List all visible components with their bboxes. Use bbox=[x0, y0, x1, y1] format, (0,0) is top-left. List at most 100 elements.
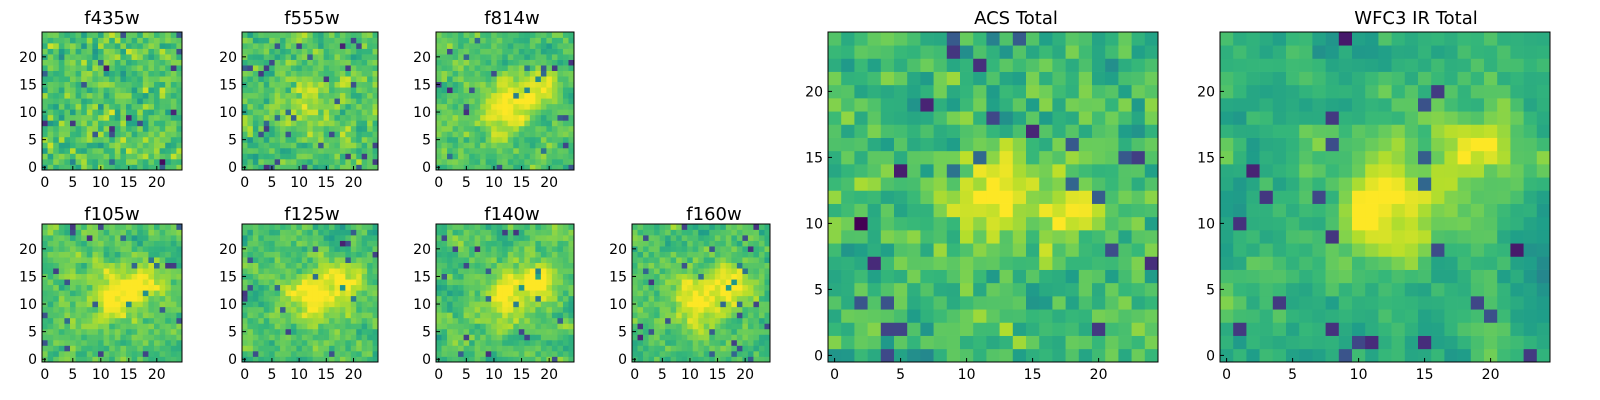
heatmap-cell bbox=[436, 37, 442, 44]
heatmap-cell bbox=[58, 257, 65, 263]
heatmap-cell bbox=[742, 235, 749, 241]
heatmap-cell bbox=[258, 109, 265, 116]
heatmap-cell bbox=[290, 147, 297, 154]
heatmap-cell bbox=[568, 301, 575, 308]
heatmap-cell bbox=[131, 295, 138, 302]
heatmap-cell bbox=[854, 322, 868, 336]
heatmap-cell bbox=[109, 92, 116, 99]
heatmap-cell bbox=[986, 150, 1000, 165]
heatmap-cell bbox=[252, 103, 259, 110]
heatmap-cell bbox=[557, 120, 564, 127]
heatmap-cell bbox=[109, 136, 116, 143]
heatmap-cell bbox=[159, 32, 166, 38]
heatmap-cell bbox=[372, 312, 379, 319]
heatmap-cell bbox=[350, 246, 357, 252]
heatmap-cell bbox=[764, 334, 771, 341]
heatmap-cell bbox=[676, 356, 683, 363]
heatmap-cell bbox=[285, 262, 292, 269]
heatmap-cell bbox=[568, 235, 575, 241]
heatmap-cell bbox=[469, 268, 475, 275]
heatmap-cell bbox=[323, 136, 330, 143]
heatmap-cell bbox=[703, 235, 710, 241]
heatmap-cell bbox=[507, 334, 514, 341]
heatmap-cell bbox=[258, 339, 265, 346]
heatmap-cell bbox=[75, 224, 82, 230]
heatmap-cell bbox=[98, 323, 104, 330]
heatmap-cell bbox=[258, 103, 265, 110]
heatmap-cell bbox=[176, 257, 183, 263]
heatmap-cell bbox=[318, 229, 324, 236]
heatmap-cell bbox=[654, 273, 660, 280]
heatmap-cell bbox=[312, 87, 319, 94]
heatmap-cell bbox=[907, 124, 921, 138]
heatmap-cell bbox=[474, 70, 481, 77]
heatmap-cell bbox=[676, 312, 683, 319]
heatmap-cell bbox=[312, 125, 319, 132]
heatmap-cell bbox=[252, 356, 259, 363]
heatmap-cell bbox=[242, 262, 248, 269]
heatmap-cell bbox=[269, 295, 275, 302]
heatmap-cell bbox=[960, 256, 974, 270]
heatmap-cell bbox=[64, 120, 71, 127]
x-tick-label: 0 bbox=[40, 175, 49, 191]
heatmap-cell bbox=[562, 158, 569, 165]
heatmap-cell bbox=[170, 246, 177, 252]
y-tick-label: 20 bbox=[19, 242, 37, 258]
heatmap-cell bbox=[318, 273, 324, 280]
heatmap-cell bbox=[137, 273, 144, 280]
heatmap-cell bbox=[269, 81, 275, 88]
heatmap-cell bbox=[334, 229, 341, 236]
heatmap-cell bbox=[75, 142, 82, 149]
heatmap-cell bbox=[242, 147, 248, 154]
heatmap-cell bbox=[329, 120, 335, 127]
heatmap-cell bbox=[676, 295, 683, 302]
heatmap-cell bbox=[114, 158, 121, 165]
heatmap-cell bbox=[703, 345, 710, 352]
heatmap-cell bbox=[436, 350, 442, 357]
heatmap-cell bbox=[53, 136, 60, 143]
heatmap-cell bbox=[524, 323, 531, 330]
heatmap-cell bbox=[764, 262, 771, 269]
heatmap-cell bbox=[529, 229, 536, 236]
heatmap-cell bbox=[546, 120, 553, 127]
heatmap-cell bbox=[350, 37, 357, 44]
heatmap-cell bbox=[356, 279, 363, 286]
heatmap-cell bbox=[290, 65, 297, 71]
heatmap-cell bbox=[753, 350, 760, 357]
heatmap-cell bbox=[436, 131, 442, 138]
heatmap-cell bbox=[540, 103, 547, 110]
heatmap-cell bbox=[758, 306, 765, 313]
heatmap-cell bbox=[142, 87, 149, 94]
heatmap-cell bbox=[841, 216, 855, 231]
heatmap-cell bbox=[731, 323, 738, 330]
heatmap-cell bbox=[301, 262, 308, 269]
heatmap-cell bbox=[81, 301, 88, 308]
heatmap-cell bbox=[867, 190, 882, 204]
heatmap-cell bbox=[562, 235, 569, 241]
heatmap-cell bbox=[458, 240, 464, 247]
heatmap-cell bbox=[496, 284, 503, 291]
heatmap-cell bbox=[263, 131, 270, 138]
heatmap-cell bbox=[263, 87, 270, 94]
heatmap-cell bbox=[126, 32, 132, 38]
heatmap-cell bbox=[58, 153, 65, 160]
heatmap-cell bbox=[367, 312, 373, 319]
heatmap-cell bbox=[1052, 348, 1066, 363]
heatmap-cell bbox=[758, 235, 765, 241]
heatmap-cell bbox=[70, 345, 76, 352]
heatmap-cell bbox=[670, 268, 677, 275]
heatmap-cell bbox=[86, 125, 93, 132]
heatmap-cell bbox=[312, 98, 319, 105]
heatmap-cell bbox=[75, 48, 82, 55]
heatmap-cell bbox=[356, 273, 363, 280]
heatmap-cell bbox=[103, 87, 110, 94]
heatmap-cell bbox=[758, 229, 765, 236]
heatmap-cell bbox=[535, 109, 542, 116]
heatmap-cell bbox=[568, 334, 575, 341]
heatmap-cell bbox=[960, 243, 974, 257]
heatmap-cell bbox=[372, 103, 379, 110]
heatmap-cell bbox=[933, 282, 948, 297]
heatmap-cell bbox=[137, 268, 144, 275]
heatmap-cell bbox=[496, 301, 503, 308]
heatmap-cell bbox=[242, 59, 248, 66]
